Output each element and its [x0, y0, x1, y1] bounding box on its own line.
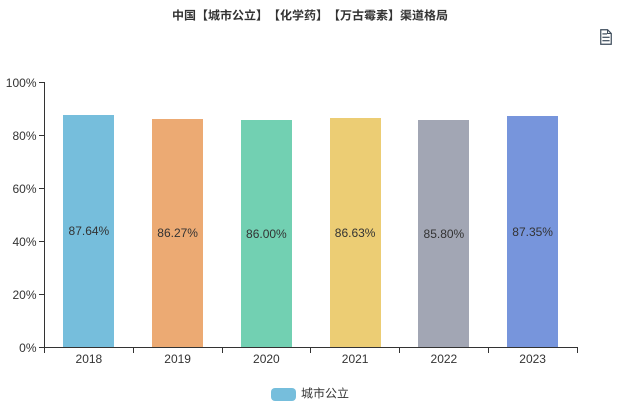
data-view-icon[interactable]: [599, 28, 612, 45]
bar-value-label: 86.27%: [157, 226, 198, 241]
y-axis-tick: [39, 294, 44, 295]
y-axis-label: 80%: [12, 128, 37, 143]
x-axis-tick: [221, 348, 223, 353]
bar-2018[interactable]: [63, 115, 115, 348]
x-axis-tick: [132, 348, 134, 353]
bar-value-label: 86.63%: [334, 225, 376, 240]
bar-value-label: 85.80%: [423, 226, 465, 241]
x-axis-label: 2020: [253, 352, 280, 366]
legend-item[interactable]: [271, 386, 361, 403]
bar-2022[interactable]: [418, 120, 470, 348]
legend-swatch-icon: [271, 388, 297, 402]
y-axis-label: 60%: [12, 181, 37, 196]
x-axis-label: 2019: [164, 352, 191, 366]
y-axis-tick: [39, 135, 44, 136]
data-view-icon-svg: [599, 28, 612, 45]
x-axis-label: 2018: [75, 352, 103, 366]
x-axis-tick: [576, 348, 578, 353]
bar-2020[interactable]: [240, 119, 292, 348]
x-axis-label: 2023: [519, 352, 546, 366]
x-axis-label: 2022: [430, 352, 458, 366]
x-axis-tick: [44, 348, 45, 353]
y-axis-line: [44, 82, 45, 348]
x-axis-tick: [487, 348, 489, 353]
y-axis-label: 0%: [19, 340, 37, 355]
bar-value-label: 87.64%: [68, 224, 110, 239]
y-axis-tick: [39, 241, 44, 242]
bar-value-label: 86.00%: [246, 226, 287, 241]
bar-2019[interactable]: [152, 118, 204, 348]
x-axis-tick: [399, 348, 400, 353]
legend-item-label: [301, 386, 349, 407]
chart-title: [172, 8, 448, 29]
y-axis-tick: [39, 188, 44, 189]
y-axis-label: 20%: [12, 287, 37, 302]
x-axis-tick: [310, 348, 312, 353]
bar-2021[interactable]: [329, 117, 381, 348]
bar-value-label: 87.35%: [512, 224, 553, 239]
y-axis-label: 40%: [12, 234, 37, 249]
bar-2023[interactable]: [507, 116, 559, 348]
x-axis-label: 2021: [341, 352, 369, 366]
y-axis-tick: [39, 347, 44, 348]
x-axis-line: [44, 347, 578, 348]
y-axis-tick: [39, 82, 44, 83]
y-axis-label: 100%: [5, 75, 37, 90]
